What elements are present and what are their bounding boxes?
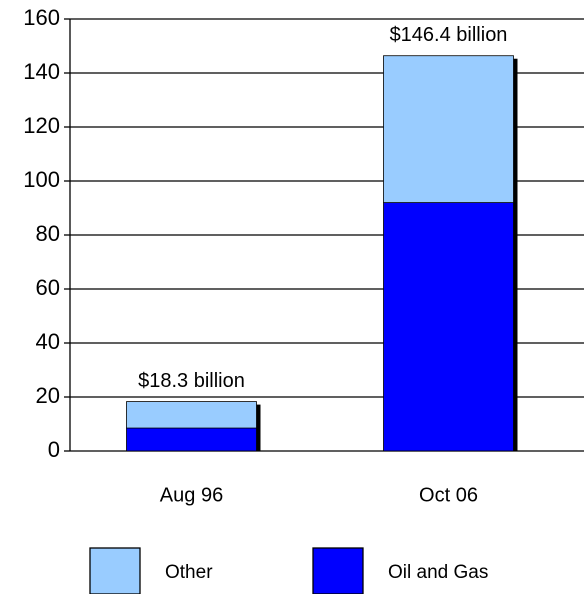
y-tick-label: 120 — [23, 113, 60, 138]
y-tick-label: 20 — [36, 383, 60, 408]
y-tick-label: 0 — [48, 437, 60, 462]
bar-segment — [383, 55, 514, 204]
x-tick-label: Oct 06 — [419, 484, 478, 506]
legend-swatch — [312, 547, 364, 594]
bar-segment — [126, 427, 257, 452]
y-tick-label: 60 — [36, 275, 60, 300]
y-tick-label: 100 — [23, 167, 60, 192]
total-label: $146.4 billion — [390, 24, 508, 46]
x-tick-label: Aug 96 — [160, 484, 223, 506]
y-tick-label: 160 — [23, 5, 60, 30]
y-tick-label: 140 — [23, 59, 60, 84]
legend-label: Oil and Gas — [388, 562, 488, 583]
y-tick-label: 80 — [36, 221, 60, 246]
legend-label: Other — [165, 562, 213, 583]
y-tick-label: 40 — [36, 329, 60, 354]
bar-segment — [383, 202, 514, 452]
bar-segment — [126, 401, 257, 429]
legend-swatch — [89, 547, 141, 594]
total-label: $18.3 billion — [138, 370, 245, 392]
